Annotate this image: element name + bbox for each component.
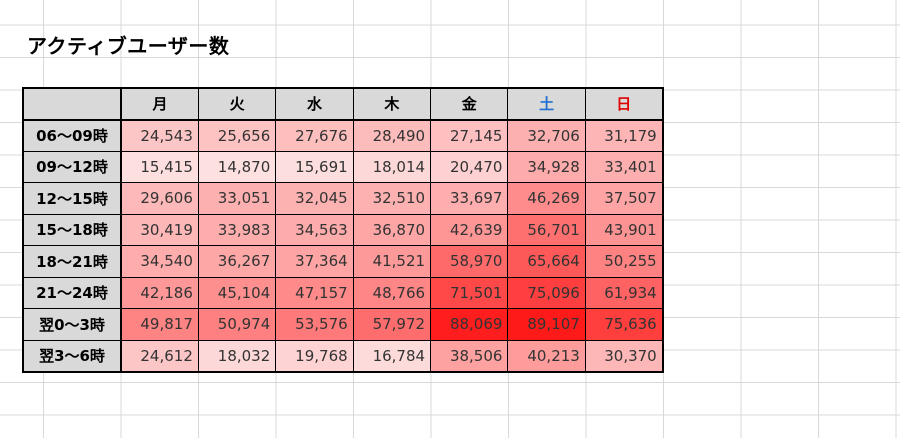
value-cell[interactable]: 42,186 xyxy=(120,276,199,309)
day-header-sun[interactable]: 日 xyxy=(584,87,664,121)
sheet-title: アクティブユーザー数 xyxy=(27,34,230,58)
value-cell[interactable]: 27,145 xyxy=(430,119,509,152)
table-row: 21〜24時 42,186 45,104 47,157 48,766 71,501 75,0… xyxy=(22,276,664,309)
value-cell[interactable]: 50,255 xyxy=(584,245,664,278)
value-cell[interactable]: 53,576 xyxy=(275,308,354,341)
value-cell[interactable]: 50,974 xyxy=(197,308,277,341)
value-cell[interactable]: 49,817 xyxy=(120,308,199,341)
value-cell[interactable]: 56,701 xyxy=(507,213,586,246)
value-cell[interactable]: 33,401 xyxy=(584,150,664,183)
value-cell[interactable]: 34,928 xyxy=(507,150,586,183)
value-cell[interactable]: 89,107 xyxy=(507,308,586,341)
value-cell[interactable]: 43,901 xyxy=(584,213,664,246)
value-cell[interactable]: 34,563 xyxy=(275,213,354,246)
value-cell[interactable]: 46,269 xyxy=(507,182,586,215)
day-header-fri[interactable]: 金 xyxy=(430,87,509,121)
value-cell[interactable]: 48,766 xyxy=(352,276,432,309)
value-cell[interactable]: 42,639 xyxy=(430,213,509,246)
value-cell[interactable]: 20,470 xyxy=(430,150,509,183)
value-cell[interactable]: 58,970 xyxy=(430,245,509,278)
value-cell[interactable]: 32,510 xyxy=(352,182,432,215)
table-row: 06〜09時 24,543 25,656 27,676 28,490 27,145 32,7… xyxy=(22,119,664,152)
value-cell[interactable]: 24,543 xyxy=(120,119,199,152)
row-header-cell[interactable]: 06〜09時 xyxy=(22,119,122,152)
table-row: 15〜18時 30,419 33,983 34,563 36,870 42,639 56,7… xyxy=(22,213,664,246)
value-cell[interactable]: 33,051 xyxy=(197,182,277,215)
value-cell[interactable]: 16,784 xyxy=(352,339,432,372)
row-header-cell[interactable]: 21〜24時 xyxy=(22,276,122,309)
value-cell[interactable]: 36,267 xyxy=(197,245,277,278)
value-cell[interactable]: 24,612 xyxy=(120,339,199,372)
table-row: 翌0〜3時 49,817 50,974 53,576 57,972 88,069 89,10… xyxy=(22,308,664,341)
value-cell[interactable]: 18,032 xyxy=(197,339,277,372)
value-cell[interactable]: 75,096 xyxy=(507,276,586,309)
value-cell[interactable]: 40,213 xyxy=(507,339,586,372)
value-cell[interactable]: 33,697 xyxy=(430,182,509,215)
value-cell[interactable]: 18,014 xyxy=(352,150,432,183)
heatmap-table: 月 火 水 木 金 土 日 06〜09時 24,543 25,656 27,676 28… xyxy=(22,87,664,373)
value-cell[interactable]: 57,972 xyxy=(352,308,432,341)
value-cell[interactable]: 29,606 xyxy=(120,182,199,215)
value-cell[interactable]: 15,691 xyxy=(275,150,354,183)
value-cell[interactable]: 36,870 xyxy=(352,213,432,246)
day-header-thu[interactable]: 木 xyxy=(352,87,432,121)
table-row: 18〜21時 34,540 36,267 37,364 41,521 58,970 65,6… xyxy=(22,245,664,278)
value-cell[interactable]: 37,507 xyxy=(584,182,664,215)
value-cell[interactable]: 31,179 xyxy=(584,119,664,152)
row-header-cell[interactable]: 18〜21時 xyxy=(22,245,122,278)
value-cell[interactable]: 41,521 xyxy=(352,245,432,278)
day-header-tue[interactable]: 火 xyxy=(197,87,277,121)
value-cell[interactable]: 28,490 xyxy=(352,119,432,152)
day-header-sat[interactable]: 土 xyxy=(507,87,586,121)
value-cell[interactable]: 30,370 xyxy=(584,339,664,372)
value-cell[interactable]: 65,664 xyxy=(507,245,586,278)
header-row: 月 火 水 木 金 土 日 xyxy=(22,87,664,121)
value-cell[interactable]: 19,768 xyxy=(275,339,354,372)
value-cell[interactable]: 33,983 xyxy=(197,213,277,246)
table-row: 09〜12時 15,415 14,870 15,691 18,014 20,470 34,9… xyxy=(22,150,664,183)
value-cell[interactable]: 71,501 xyxy=(430,276,509,309)
value-cell[interactable]: 32,045 xyxy=(275,182,354,215)
value-cell[interactable]: 34,540 xyxy=(120,245,199,278)
day-header-wed[interactable]: 水 xyxy=(275,87,354,121)
table-row: 12〜15時 29,606 33,051 32,045 32,510 33,697 46,2… xyxy=(22,182,664,215)
row-header-cell[interactable]: 翌3〜6時 xyxy=(22,339,122,372)
value-cell[interactable]: 61,934 xyxy=(584,276,664,309)
value-cell[interactable]: 30,419 xyxy=(120,213,199,246)
value-cell[interactable]: 88,069 xyxy=(430,308,509,341)
value-cell[interactable]: 14,870 xyxy=(197,150,277,183)
day-header-mon[interactable]: 月 xyxy=(120,87,199,121)
row-header-cell[interactable]: 15〜18時 xyxy=(22,213,122,246)
value-cell[interactable]: 32,706 xyxy=(507,119,586,152)
value-cell[interactable]: 47,157 xyxy=(275,276,354,309)
value-cell[interactable]: 45,104 xyxy=(197,276,277,309)
value-cell[interactable]: 27,676 xyxy=(275,119,354,152)
row-header-cell[interactable]: 12〜15時 xyxy=(22,182,122,215)
table-row: 翌3〜6時 24,612 18,032 19,768 16,784 38,506 40,21… xyxy=(22,339,664,372)
row-header-cell[interactable]: 翌0〜3時 xyxy=(22,308,122,341)
value-cell[interactable]: 25,656 xyxy=(197,119,277,152)
value-cell[interactable]: 75,636 xyxy=(584,308,664,341)
row-header-cell[interactable]: 09〜12時 xyxy=(22,150,122,183)
value-cell[interactable]: 15,415 xyxy=(120,150,199,183)
corner-cell[interactable] xyxy=(22,87,122,121)
value-cell[interactable]: 38,506 xyxy=(430,339,509,372)
value-cell[interactable]: 37,364 xyxy=(275,245,354,278)
